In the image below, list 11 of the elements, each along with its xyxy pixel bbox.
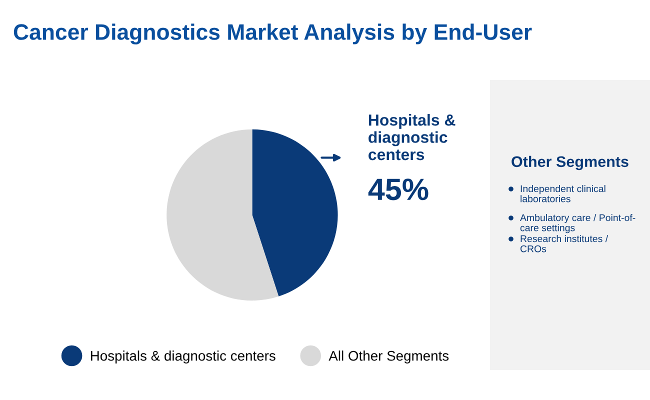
chart-title: Cancer Diagnostics Market Analysis by End-User — [14, 24, 532, 44]
pie-slice — [252, 129, 338, 296]
slice-label: Hospitals & diagnostic centers — [368, 114, 456, 160]
text: Independent clinical laboratories — [520, 185, 606, 202]
pie-slice — [166, 129, 279, 301]
text: Other Segments — [512, 156, 628, 170]
text: Ambulatory care / Point-of-care settings — [520, 214, 636, 234]
data-label: 45% — [368, 178, 428, 200]
legend-label: Hospitals & diagnostic centers — [90, 350, 276, 364]
text: Research institutes / CROs — [520, 235, 608, 252]
legend-label: All Other Segments — [328, 350, 449, 364]
